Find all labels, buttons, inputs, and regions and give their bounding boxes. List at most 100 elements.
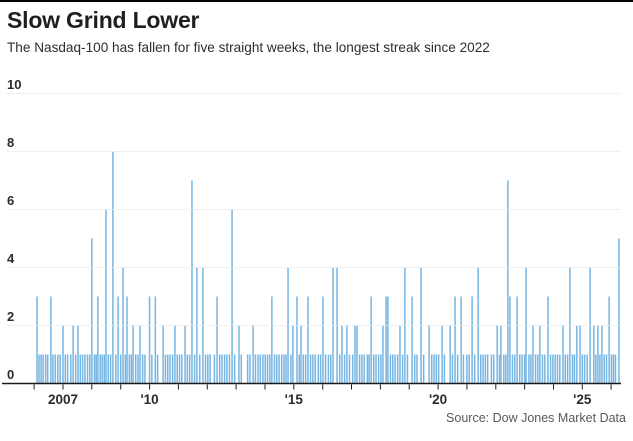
- bar: [169, 354, 171, 384]
- bar: [89, 354, 91, 384]
- y-tick-label: 4: [7, 251, 15, 266]
- bar: [541, 354, 544, 384]
- bar: [226, 354, 228, 384]
- bar: [296, 296, 298, 384]
- page-title: Slow Grind Lower: [7, 7, 200, 33]
- bar: [54, 354, 56, 384]
- bar: [496, 325, 498, 384]
- bar: [372, 354, 375, 384]
- bar: [218, 354, 221, 384]
- bar: [166, 354, 169, 384]
- bar: [530, 354, 532, 384]
- bar: [221, 354, 223, 384]
- y-tick-label: 2: [7, 309, 14, 324]
- bar: [416, 354, 418, 384]
- bar: [480, 354, 482, 384]
- bar: [319, 354, 322, 384]
- bar: [300, 325, 302, 384]
- bar: [254, 354, 257, 384]
- bar: [549, 354, 552, 384]
- bar: [454, 296, 456, 384]
- bar: [178, 354, 181, 384]
- bar: [74, 354, 77, 384]
- y-tick-label: 10: [7, 77, 21, 92]
- x-tick-label: 2007: [48, 392, 78, 407]
- bar: [327, 354, 330, 384]
- gridline-overlay-group: [7, 93, 621, 326]
- bar: [154, 296, 157, 384]
- bar: [271, 296, 273, 384]
- bar: [77, 325, 79, 384]
- bar: [252, 325, 254, 384]
- bar: [498, 354, 501, 384]
- bar: [302, 354, 305, 384]
- bar: [134, 354, 137, 384]
- bar: [346, 325, 348, 384]
- x-tick-labels-group: 2007 '10 '15 '20 '25: [48, 392, 592, 407]
- bar: [99, 354, 101, 384]
- bar: [363, 354, 365, 384]
- bar: [174, 325, 176, 384]
- bar: [233, 354, 236, 384]
- bar: [593, 325, 595, 384]
- bar: [441, 325, 443, 384]
- bar: [509, 296, 511, 384]
- bar: [406, 354, 409, 384]
- bar: [401, 354, 404, 384]
- bars-group: [36, 151, 620, 384]
- bar: [608, 296, 610, 384]
- bar: [269, 354, 271, 384]
- bar: [544, 354, 546, 384]
- bar: [583, 354, 586, 384]
- bar: [128, 354, 131, 384]
- bar: [259, 354, 262, 384]
- bar: [597, 325, 599, 384]
- bar: [124, 354, 127, 384]
- bar: [228, 354, 231, 384]
- bar: [86, 354, 89, 384]
- bar: [101, 354, 103, 384]
- bar: [95, 354, 97, 384]
- bar: [586, 354, 588, 384]
- bar: [257, 354, 259, 384]
- bar: [433, 354, 435, 384]
- bar: [430, 354, 433, 384]
- bar: [184, 325, 186, 384]
- bar: [356, 325, 358, 384]
- bar: [523, 354, 526, 384]
- bar: [216, 296, 218, 384]
- bar: [566, 354, 569, 384]
- bar: [66, 354, 69, 384]
- bar: [428, 325, 430, 384]
- bar: [62, 325, 64, 384]
- bar: [40, 354, 42, 384]
- bar: [394, 354, 396, 384]
- bar: [72, 325, 74, 384]
- bar: [387, 296, 389, 384]
- y-tick-label: 6: [7, 193, 14, 208]
- bar: [162, 325, 164, 384]
- bar: [581, 354, 584, 384]
- bar: [199, 354, 201, 384]
- bar: [209, 354, 211, 384]
- bar: [44, 354, 47, 384]
- bar: [380, 354, 382, 384]
- bar: [119, 354, 122, 384]
- bar: [186, 354, 189, 384]
- bar: [468, 354, 470, 384]
- bar: [564, 354, 567, 384]
- bar: [562, 325, 564, 384]
- bar: [612, 354, 615, 384]
- bar: [534, 354, 537, 384]
- bar: [188, 354, 191, 384]
- bar: [130, 354, 133, 384]
- bar: [385, 296, 387, 384]
- bar: [97, 296, 99, 384]
- bar: [290, 354, 292, 384]
- bar: [610, 354, 613, 384]
- bar: [451, 354, 454, 384]
- bar: [511, 354, 514, 384]
- bar: [264, 354, 266, 384]
- bar: [57, 354, 59, 384]
- bar: [84, 354, 86, 384]
